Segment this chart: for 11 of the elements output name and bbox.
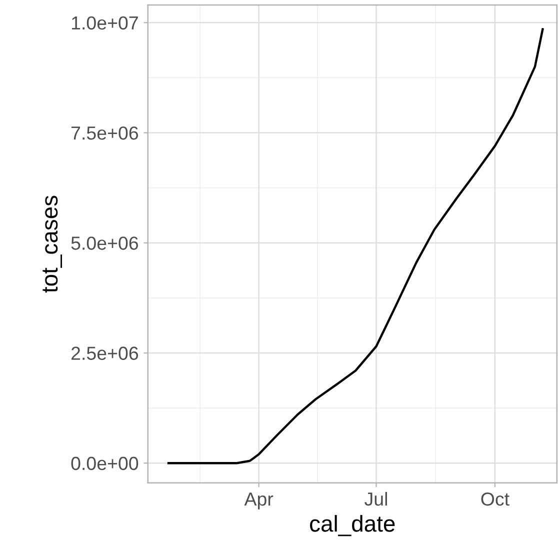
x-tick-label: Oct: [481, 492, 510, 506]
y-tick-label: 1.0e+07: [72, 16, 138, 30]
x-axis-title: cal_date: [310, 514, 395, 536]
line-series: [167, 28, 544, 464]
y-tick-label: 5.0e+06: [71, 236, 138, 250]
x-tick-label: Jul: [364, 492, 387, 506]
x-tick-label: Apr: [244, 492, 274, 510]
y-tick-label: 0.0e+00: [71, 456, 138, 470]
y-axis-title: tot_cases: [42, 196, 62, 293]
y-tick-label: 7.5e+06: [72, 126, 138, 140]
y-tick-label: 2.5e+06: [71, 346, 138, 360]
